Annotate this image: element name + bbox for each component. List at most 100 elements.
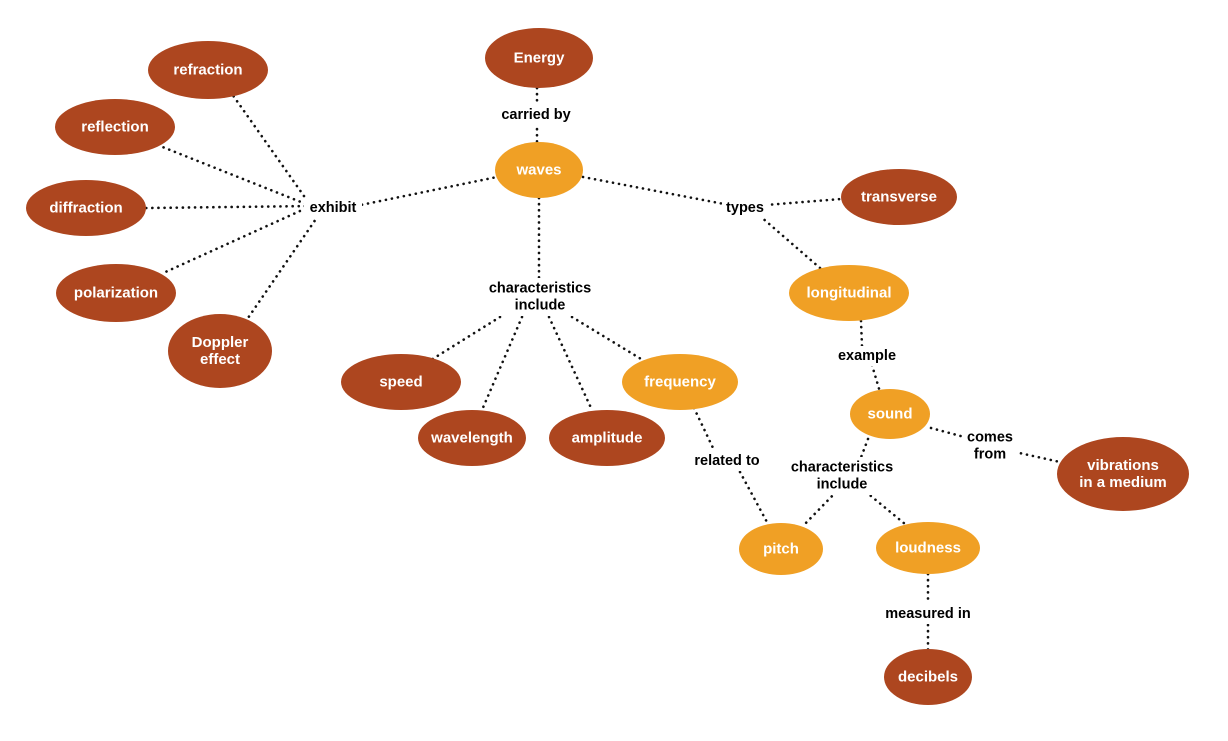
link-label-text: carried by [501,107,570,123]
node-ellipse [55,99,175,155]
link-carried-by: carried by [494,105,578,125]
node-frequency: frequency [622,354,738,410]
connector-lines [144,86,1062,652]
link-label-text: example [838,348,896,364]
node-label: Doppler [192,334,249,351]
connector-line [800,490,838,529]
node-ellipse [1057,437,1189,511]
node-polarization: polarization [56,264,176,322]
link-related-to: related to [688,451,766,471]
node-label: speed [379,374,422,391]
link-label-background [784,457,900,495]
node-label: decibels [898,669,958,686]
link-label-text: include [515,298,566,314]
node-ellipse [841,169,957,225]
node-label: reflection [81,119,149,136]
connector-line [429,315,502,362]
node-ellipse [168,314,272,388]
node-label: waves [515,162,561,179]
node-waves: waves [495,142,583,198]
node-label: diffraction [49,200,122,217]
connector-line [480,315,524,412]
node-amplitude: amplitude [549,410,665,466]
node-label: frequency [644,374,716,391]
connector-line [158,144,313,208]
link-label-background [833,346,901,366]
link-label-text: include [817,477,868,493]
node-ellipse [789,265,909,321]
node-loudness: loudness [876,522,980,574]
connector-line [692,406,716,452]
node-pitch: pitch [739,523,823,575]
node-ellipse [485,28,593,88]
connector-line [738,470,770,526]
node-wavelength: wavelength [418,410,526,466]
link-label-background [304,198,362,218]
node-diffraction: diffraction [26,180,146,236]
connector-line [864,490,907,526]
node-label: amplitude [572,430,643,447]
node-ellipse [56,264,176,322]
node-refraction: refraction [148,41,268,99]
link-label-text: characteristics [791,460,893,476]
node-label: Energy [514,50,566,67]
link-label-background [722,198,768,218]
link-label-text: from [974,447,1006,463]
connector-line [570,315,648,364]
node-ellipse [148,41,268,99]
connector-line [354,175,499,208]
node-label: longitudinal [807,285,892,302]
node-ellipse [884,649,972,705]
connector-line [144,204,313,210]
connector-line [870,363,882,394]
link-label-text: measured in [885,606,970,622]
node-transverse: transverse [841,169,957,225]
node-decibels: decibels [884,649,972,705]
link-label-background [688,451,766,471]
node-label: in a medium [1079,474,1167,491]
node-label: wavelength [430,430,513,447]
connector-line [1013,450,1062,464]
connector-line [159,204,313,276]
link-label-background [494,105,578,125]
node-label: effect [200,351,240,368]
connector-line [764,197,843,207]
node-ellipse [739,523,823,575]
link-label-background [962,427,1018,465]
link-label-text: related to [694,453,759,469]
node-speed: speed [341,354,461,410]
link-label-text: characteristics [489,281,591,297]
connector-line [929,426,970,440]
connector-line [758,214,822,270]
node-label: pitch [763,541,799,558]
node-ellipse [850,389,930,439]
node-label: vibrations [1087,457,1159,474]
connector-line [246,214,320,320]
link-types: types [722,198,768,218]
connector-line [858,437,870,462]
node-ellipse [418,410,526,466]
link-label-background [482,278,598,316]
connector-line [547,315,594,412]
node-longitudinal: longitudinal [789,265,909,321]
node-ellipse [341,354,461,410]
node-label: sound [868,406,913,423]
node-ellipse [26,180,146,236]
node-reflection: reflection [55,99,175,155]
link-measured-in: measured in [878,604,978,624]
node-ellipse [495,142,583,198]
node-ellipse [622,354,738,410]
node-label: polarization [74,285,158,302]
concept-nodes: Energy waves refraction reflection diffracti… [26,28,1189,705]
link-label-background [878,604,978,624]
link-example: example [833,346,901,366]
link-exhibit: exhibit [304,198,362,218]
node-ellipse [876,522,980,574]
connector-line [581,175,726,206]
